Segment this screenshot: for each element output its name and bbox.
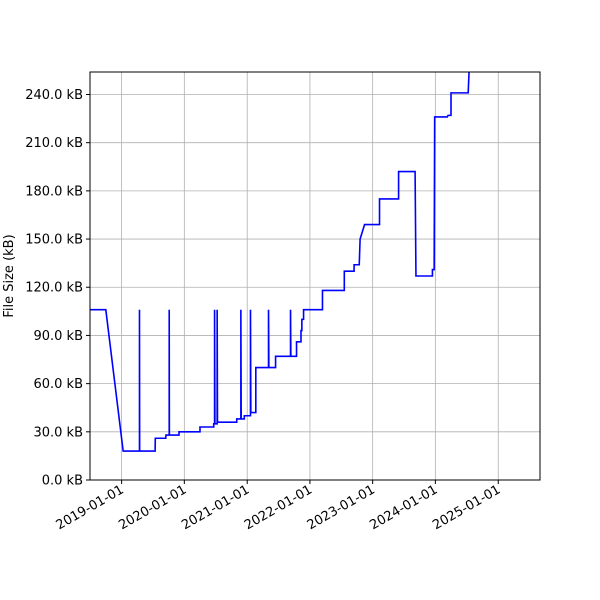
series-lines (90, 72, 470, 452)
y-tick-label: 120.0 kB (25, 281, 83, 296)
y-tick-label: 210.0 kB (25, 136, 83, 151)
y-axis-label: File Size (kB) (2, 234, 17, 317)
series-line (90, 72, 470, 452)
plot-area-frame (89, 71, 541, 481)
y-tick-label: 60.0 kB (33, 377, 83, 392)
y-tick-label: 0.0 kB (42, 474, 83, 489)
y-tick-label: 30.0 kB (33, 425, 83, 440)
y-tick-label: 240.0 kB (25, 88, 83, 103)
y-tick-label: 150.0 kB (25, 233, 83, 248)
y-axis-ticks: 0.0 kB 30.0 kB 60.0 kB 90.0 kB 120.0 kB 150.0… (25, 88, 90, 489)
gridlines (90, 72, 540, 481)
y-tick-label: 180.0 kB (25, 184, 83, 199)
y-tick-label: 90.0 kB (33, 329, 83, 344)
